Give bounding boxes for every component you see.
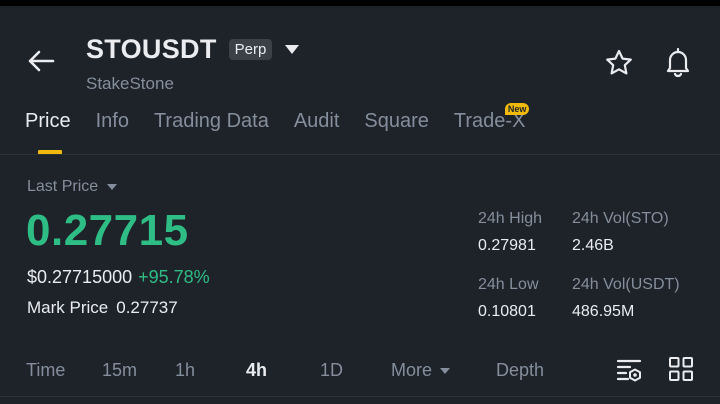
stat-24h-low: 24h Low 0.10801 xyxy=(478,276,539,321)
stat-24h-vol-usdt: 24h Vol(USDT) 486.95M xyxy=(572,276,680,321)
tab-square[interactable]: Square xyxy=(364,110,429,133)
tab-price[interactable]: Price xyxy=(25,110,71,155)
mark-price-label: Mark Price xyxy=(27,298,109,317)
stat-value: 0.10801 xyxy=(478,303,536,320)
symbol-selector[interactable]: STOUSDT Perp xyxy=(86,34,300,65)
token-name: StakeStone xyxy=(86,74,174,93)
last-price-selector[interactable]: Last Price xyxy=(27,178,118,196)
interval-15m[interactable]: 15m xyxy=(102,360,138,380)
caret-down-icon xyxy=(440,367,451,374)
grid-icon xyxy=(669,357,693,381)
stat-label: 24h Low xyxy=(478,276,539,293)
interval-1h[interactable]: 1h xyxy=(175,360,196,380)
stat-24h-vol-sto: 24h Vol(STO) 2.46B xyxy=(572,210,669,255)
stat-value: 2.46B xyxy=(572,237,614,254)
tab-square-label: Square xyxy=(364,110,429,132)
interval-1d[interactable]: 1D xyxy=(320,360,344,380)
header: STOUSDT Perp StakeStone xyxy=(0,6,720,116)
bell-icon xyxy=(666,47,690,78)
indicator-settings-button[interactable] xyxy=(616,356,644,389)
screen: STOUSDT Perp StakeStone Price Info Tradi… xyxy=(0,6,720,404)
usd-price: $0.27715000 xyxy=(27,267,133,287)
alert-button[interactable] xyxy=(662,46,694,78)
tab-price-label: Price xyxy=(25,110,71,132)
usd-price-line: $0.27715000 +95.78% xyxy=(27,267,210,288)
interval-time[interactable]: Time xyxy=(26,360,66,380)
caret-down-icon xyxy=(107,184,118,190)
tab-trading-data-label: Trading Data xyxy=(153,110,269,132)
tab-info-label: Info xyxy=(95,110,129,132)
tab-info[interactable]: Info xyxy=(96,110,129,133)
tab-bar: Price Info Trading Data Audit Square Tra… xyxy=(25,103,550,155)
interval-bar: Time 15m 1h 4h 1D More Depth xyxy=(0,356,720,386)
tab-audit-label: Audit xyxy=(293,110,340,132)
stat-label: 24h Vol(USDT) xyxy=(572,276,680,293)
depth-tab[interactable]: Depth xyxy=(496,360,545,380)
mark-price-line: Mark Price 0.27737 xyxy=(27,298,178,318)
price-change: +95.78% xyxy=(138,267,210,287)
divider xyxy=(0,396,720,397)
stat-label: 24h High xyxy=(478,210,543,227)
tab-audit[interactable]: Audit xyxy=(294,110,340,133)
interval-more[interactable]: More xyxy=(391,360,451,381)
tab-trade-x-label: Trade-X xyxy=(453,110,526,132)
perp-badge: Perp xyxy=(228,39,273,60)
stat-value: 486.95M xyxy=(572,303,635,320)
star-icon xyxy=(606,49,632,75)
mark-price-value: 0.27737 xyxy=(116,298,178,317)
symbol-title: STOUSDT xyxy=(86,34,217,64)
tab-trade-x[interactable]: Trade-X New xyxy=(453,103,530,133)
indicator-settings-icon xyxy=(616,359,642,382)
favorite-button[interactable] xyxy=(604,48,634,78)
last-price-label: Last Price xyxy=(27,178,99,195)
last-price-value: 0.27715 xyxy=(26,206,189,255)
tab-trading-data[interactable]: Trading Data xyxy=(154,110,269,133)
arrow-left-icon xyxy=(28,50,55,72)
divider xyxy=(0,154,720,155)
stat-24h-high: 24h High 0.27981 xyxy=(478,210,542,255)
stat-label: 24h Vol(STO) xyxy=(572,210,669,227)
interval-4h[interactable]: 4h xyxy=(246,360,268,380)
new-badge: New xyxy=(504,103,530,115)
stat-value: 0.27981 xyxy=(478,237,536,254)
back-button[interactable] xyxy=(24,46,58,76)
caret-down-icon[interactable] xyxy=(284,44,300,56)
interval-more-label: More xyxy=(391,360,433,380)
layout-grid-button[interactable] xyxy=(668,356,694,387)
